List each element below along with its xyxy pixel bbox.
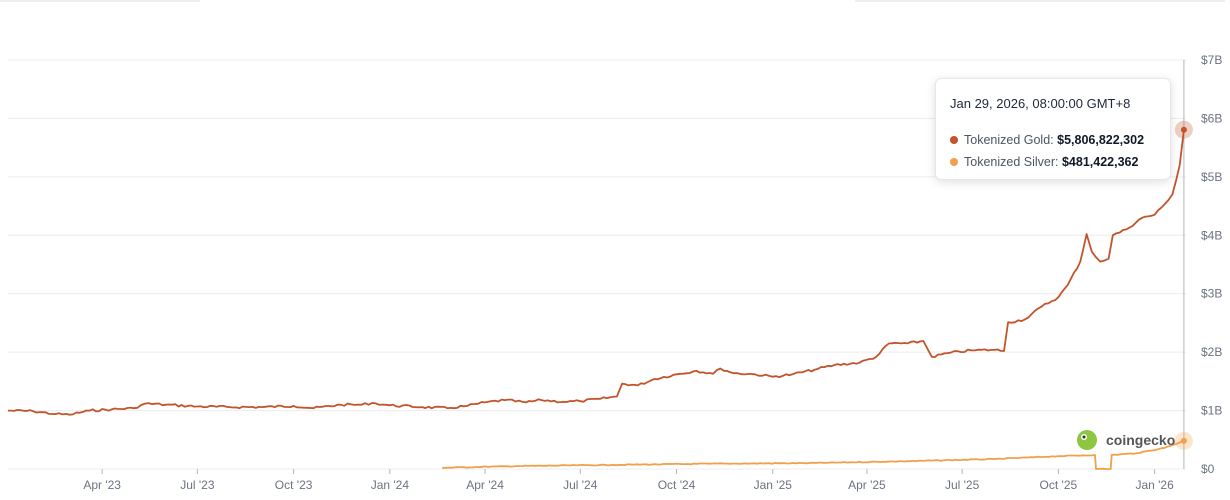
gecko-logo-pupil-icon — [1082, 435, 1086, 439]
grid-lines — [8, 59, 1186, 470]
tooltip-colon: : — [1055, 155, 1062, 169]
x-tick-label: Jul '23 — [180, 478, 215, 492]
y-tick-label: $4B — [1201, 228, 1222, 242]
y-tick-label: $5B — [1201, 170, 1222, 184]
x-tick-label: Oct '23 — [275, 478, 313, 492]
x-tick-label: Oct '24 — [658, 478, 696, 492]
tooltip-series-name: Tokenized Silver — [964, 155, 1056, 169]
coingecko-watermark: coingecko — [1077, 430, 1175, 450]
x-tick-label: Jan '25 — [754, 478, 793, 492]
x-tick-label: Jan '26 — [1135, 478, 1174, 492]
x-tick-label: Jan '24 — [371, 478, 410, 492]
chart-tooltip: Jan 29, 2026, 08:00:00 GMT+8 Tokenized G… — [935, 78, 1171, 180]
top-divider-right — [855, 0, 1225, 2]
hover-marker-dot — [1180, 126, 1187, 133]
tooltip-row-silver: Tokenized Silver: $481,422,362 — [950, 151, 1156, 173]
tooltip-series-value: $481,422,362 — [1061, 155, 1139, 169]
x-axis-ticks: Apr '23 Jul '23 Oct '23 Jan '24 Apr '24 Jul '… — [83, 469, 1174, 492]
hover-markers — [1174, 120, 1193, 450]
x-tick-label: Apr '24 — [466, 478, 504, 492]
series-line-gold — [8, 129, 1185, 416]
tooltip-row-gold: Tokenized Gold: $5,806,822,302 — [950, 129, 1156, 151]
series-line-silver — [442, 440, 1185, 470]
tooltip-colon: : — [1050, 133, 1058, 147]
series-lines — [8, 129, 1185, 470]
silver-legend-dot-icon — [950, 158, 958, 166]
y-tick-label: $1B — [1201, 404, 1222, 418]
tooltip-series-value: $5,806,822,302 — [1057, 133, 1145, 147]
hover-marker-dot — [1180, 437, 1187, 444]
y-axis-ticks: $0 $1B $2B $3B $4B $5B $6B $7B — [1201, 53, 1222, 476]
tooltip-date: Jan 29, 2026, 08:00:00 GMT+8 — [950, 96, 1131, 111]
x-tick-label: Jul '25 — [945, 478, 980, 492]
top-divider-left — [0, 0, 200, 2]
x-tick-label: Jul '24 — [563, 478, 598, 492]
y-tick-label: $3B — [1201, 287, 1222, 301]
x-tick-label: Apr '23 — [83, 478, 121, 492]
y-tick-label: $7B — [1201, 53, 1222, 67]
y-tick-label: $2B — [1201, 345, 1222, 359]
x-tick-label: Oct '25 — [1040, 478, 1078, 492]
tooltip-series-name: Tokenized Gold — [964, 133, 1051, 147]
y-tick-label: $0 — [1201, 462, 1215, 476]
y-tick-label: $6B — [1201, 111, 1222, 125]
gecko-logo-icon — [1077, 430, 1097, 450]
x-tick-label: Apr '25 — [848, 478, 886, 492]
gold-legend-dot-icon — [950, 136, 958, 144]
watermark-text: coingecko — [1106, 432, 1175, 448]
